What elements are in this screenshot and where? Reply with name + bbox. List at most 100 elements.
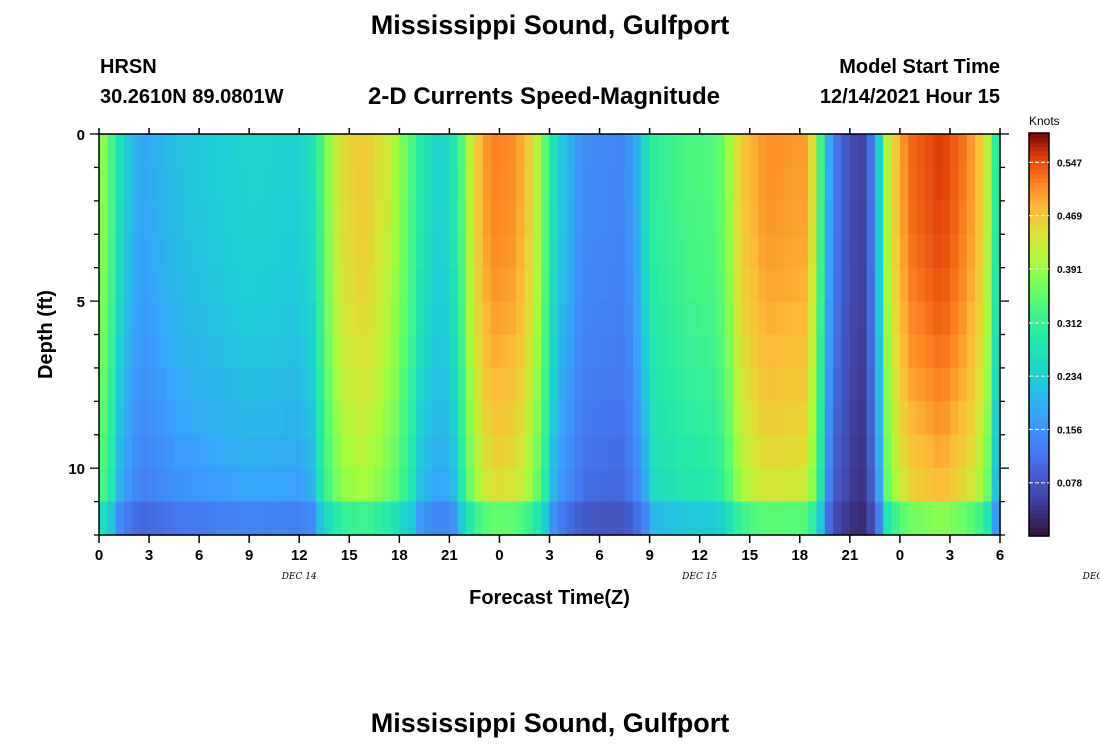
heatmap-cell xyxy=(858,267,868,302)
x-tick-label: 12 xyxy=(291,547,308,564)
heatmap-cell xyxy=(708,200,717,235)
heatmap-cell xyxy=(841,367,851,402)
heatmap-cell xyxy=(716,301,726,336)
heatmap-cell xyxy=(641,434,651,469)
heatmap-cell xyxy=(783,267,793,302)
heatmap-cell xyxy=(382,401,392,436)
heatmap-cell xyxy=(966,434,976,469)
heatmap-cell xyxy=(541,200,551,235)
heatmap-cell xyxy=(958,134,968,169)
heatmap-cell xyxy=(916,200,926,235)
heatmap-cell xyxy=(332,334,342,369)
heatmap-cell xyxy=(232,167,242,202)
heatmap-cell xyxy=(299,367,309,402)
heatmap-cell xyxy=(432,468,442,503)
heatmap-cell xyxy=(716,468,726,503)
heatmap-cell xyxy=(140,367,150,402)
heatmap-cell xyxy=(399,468,409,503)
heatmap-cell xyxy=(207,301,217,336)
heatmap-cell xyxy=(140,501,150,536)
heatmap-cell xyxy=(758,167,768,202)
x-tick-label: 6 xyxy=(996,547,1004,564)
heatmap-cell xyxy=(115,367,125,402)
heatmap-cell xyxy=(399,334,409,369)
heatmap-cell xyxy=(791,468,801,503)
heatmap-cell xyxy=(749,267,759,302)
heatmap-cell xyxy=(282,234,292,269)
heatmap-cell xyxy=(215,334,225,369)
heatmap-cell xyxy=(591,334,601,369)
heatmap-cell xyxy=(215,134,225,169)
heatmap-cell xyxy=(149,301,158,336)
heatmap-cell xyxy=(240,334,250,369)
heatmap-cell xyxy=(324,267,334,302)
heatmap-cell xyxy=(349,134,359,169)
heatmap-cell xyxy=(933,401,943,436)
heatmap-cell xyxy=(833,401,843,436)
heatmap-cell xyxy=(682,434,692,469)
heatmap-cell xyxy=(249,301,259,336)
heatmap-cell xyxy=(524,434,534,469)
heatmap-cell xyxy=(849,134,859,169)
heatmap-cell xyxy=(524,134,534,169)
heatmap-cell xyxy=(541,468,551,503)
heatmap-cell xyxy=(949,301,959,336)
heatmap-cell xyxy=(174,434,184,469)
x-tick-label: 3 xyxy=(145,547,153,564)
heatmap-cell xyxy=(215,434,225,469)
heatmap-cell xyxy=(866,367,876,402)
heatmap-cell xyxy=(624,434,634,469)
heatmap-cell xyxy=(124,501,133,536)
heatmap-cell xyxy=(340,334,350,369)
heatmap-cell xyxy=(991,267,1001,302)
heatmap-cell xyxy=(324,200,334,235)
heatmap-cell xyxy=(232,434,242,469)
heatmap-cell xyxy=(983,200,993,235)
heatmap-cell xyxy=(708,367,717,402)
heatmap-cell xyxy=(190,367,200,402)
heatmap-cell xyxy=(524,334,534,369)
heatmap-cell xyxy=(432,401,442,436)
heatmap-cell xyxy=(591,367,601,402)
colorbar-swatch xyxy=(1029,267,1049,273)
colorbar-swatch xyxy=(1029,285,1049,291)
heatmap-cell xyxy=(374,134,384,169)
heatmap-cell xyxy=(574,367,584,402)
heatmap-cell xyxy=(833,134,843,169)
heatmap-cell xyxy=(666,401,676,436)
colorbar-tick-label: 0.312 xyxy=(1057,319,1082,330)
heatmap-cell xyxy=(866,401,876,436)
heatmap-cell xyxy=(249,267,259,302)
heatmap-cell xyxy=(699,167,709,202)
heatmap-cell xyxy=(190,434,200,469)
heatmap-cell xyxy=(674,200,684,235)
heatmap-cell xyxy=(307,468,317,503)
heatmap-cell xyxy=(424,134,434,169)
x-day-label: DEC 14 xyxy=(281,572,317,582)
heatmap-cell xyxy=(783,301,793,336)
heatmap-cell xyxy=(891,167,901,202)
heatmap-cell xyxy=(574,334,584,369)
heatmap-cell xyxy=(374,334,384,369)
heatmap-cell xyxy=(741,401,751,436)
heatmap-cell xyxy=(224,234,234,269)
heatmap-cell xyxy=(682,134,692,169)
heatmap-cell xyxy=(215,501,225,536)
heatmap-cell xyxy=(899,267,909,302)
heatmap-cell xyxy=(399,434,409,469)
heatmap-cell xyxy=(808,334,818,369)
heatmap-cell xyxy=(624,367,634,402)
heatmap-cell xyxy=(666,334,676,369)
heatmap-cell xyxy=(365,367,375,402)
heatmap-cell xyxy=(407,234,417,269)
heatmap-cell xyxy=(240,301,250,336)
heatmap-cell xyxy=(682,167,692,202)
heatmap-cell xyxy=(124,367,133,402)
heatmap-cell xyxy=(916,401,926,436)
heatmap-cell xyxy=(599,267,609,302)
x-axis-label: Forecast Time(Z) xyxy=(469,587,630,609)
heatmap-cell xyxy=(799,301,809,336)
heatmap-cell xyxy=(682,501,692,536)
heatmap-cell xyxy=(891,267,901,302)
heatmap-cell xyxy=(766,367,776,402)
